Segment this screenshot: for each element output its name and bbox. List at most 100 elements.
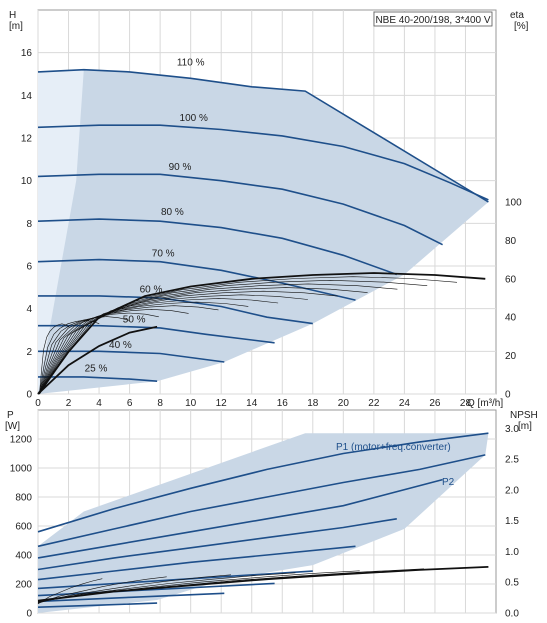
head-curve-label: 70 %: [152, 248, 175, 259]
x-tick-label: 24: [399, 398, 411, 409]
head-tick-label: 4: [26, 304, 32, 315]
efficiency-fan-curve: [39, 294, 308, 395]
operating-area: [38, 69, 489, 613]
power-operating-area: [38, 433, 489, 613]
x-tick-label: 16: [277, 398, 289, 409]
power-axis-unit: [W]: [5, 421, 20, 432]
efficiency-fan-curve: [39, 283, 398, 395]
x-tick-label: 8: [157, 398, 163, 409]
head-curve-label: 80 %: [161, 207, 184, 218]
power-curve-low: [37, 592, 225, 603]
head-tick-label: 14: [21, 91, 33, 102]
power-curve-low: [37, 570, 313, 590]
power-curve: [37, 432, 489, 533]
head-curve-label: 60 %: [140, 285, 163, 296]
head-tick-label: 8: [26, 219, 32, 230]
npsh-tick-label: 3.0: [505, 424, 519, 435]
head-curve: [37, 218, 398, 276]
npsh-fan-curve: [37, 574, 232, 604]
power-tick-label: 1200: [10, 435, 33, 446]
npsh-fan-curve: [37, 570, 360, 603]
head-curve: [37, 124, 489, 201]
npsh-tick-label: 1.5: [505, 516, 519, 527]
head-curve-label: 110 %: [177, 57, 205, 68]
left-axis-label: H: [9, 10, 16, 21]
x-tick-label: 22: [368, 398, 380, 409]
efficiency-fan-curve: [39, 290, 338, 395]
power-axis-label: P: [7, 410, 14, 421]
head-tick-label: 16: [21, 48, 33, 59]
eta-tick-label: 100: [505, 198, 522, 209]
power-curve-low: [37, 582, 275, 597]
right-axis-unit: [%]: [514, 21, 529, 32]
p1-label: P1 (motor+freq.converter): [336, 442, 451, 453]
power-curve: [37, 454, 486, 548]
efficiency-fan-curve: [39, 287, 368, 395]
x-tick-label: 10: [185, 398, 197, 409]
npsh-tick-label: 2.0: [505, 485, 519, 496]
left-axis-unit: [m]: [9, 21, 23, 32]
power-tick-label: 200: [15, 580, 32, 591]
head-tick-label: 10: [21, 176, 33, 187]
head-curve: [37, 258, 356, 301]
efficiency-fan-curve: [39, 305, 219, 395]
efficiency-fan-curve: [39, 301, 249, 395]
power-tick-label: 800: [15, 493, 32, 504]
x-tick-label: 20: [338, 398, 350, 409]
npsh-tick-label: 1.0: [505, 547, 519, 558]
head-curve-label: 90 %: [169, 162, 192, 173]
head-curve: [37, 173, 443, 246]
x-tick-label: 26: [429, 398, 441, 409]
eta-tick-label: 80: [505, 236, 517, 247]
head-curve-label: 25 %: [85, 364, 108, 375]
efficiency-curve: [37, 325, 158, 395]
eta-tick-label: 0: [505, 390, 511, 401]
head-curve-label: 100 %: [180, 113, 208, 124]
x-tick-label: 0: [35, 398, 41, 409]
x-tick-label: 28: [460, 398, 472, 409]
power-curve: [37, 518, 397, 571]
power-tick-label: 0: [26, 609, 32, 620]
efficiency-fan-curve: [39, 323, 70, 395]
power-curve-low: [37, 602, 158, 608]
chart-title: NBE 40-200/198, 3*400 V: [375, 15, 490, 26]
p2-label: P2: [442, 477, 455, 488]
curves: [37, 68, 489, 608]
labels: 0 2 4 6 8 10 12 14 16 18 20 22 24 26 28024681012141602…: [10, 48, 522, 619]
npsh-axis-label: NPSH: [510, 410, 538, 421]
x-tick-label: 2: [66, 398, 72, 409]
efficiency-fan-curve: [39, 279, 428, 395]
npsh-fan-curve: [37, 572, 296, 603]
x-tick-label: 6: [127, 398, 133, 409]
power-curve: [37, 545, 356, 581]
npsh-tick-label: 2.5: [505, 455, 519, 466]
head-curve: [38, 376, 158, 382]
efficiency-fan-curve: [39, 298, 279, 395]
npsh-tick-label: 0.0: [505, 609, 519, 620]
head-curve: [37, 68, 489, 203]
head-curve-label: 40 %: [109, 340, 132, 351]
head-light-area: [38, 69, 84, 394]
head-tick-label: 2: [26, 347, 32, 358]
x-tick-label: 18: [307, 398, 319, 409]
head-curve-label: 50 %: [123, 315, 146, 326]
x-tick-label: 12: [216, 398, 228, 409]
eta-tick-label: 20: [505, 351, 517, 362]
efficiency-fan-curve: [39, 319, 100, 395]
x-tick-label: 14: [246, 398, 258, 409]
npsh-fan-curve: [37, 576, 167, 604]
right-axis-label: eta: [510, 10, 524, 21]
x-axis-label: Q [m³/h]: [467, 398, 503, 409]
efficiency-fan-curve: [39, 316, 130, 395]
power-tick-label: 600: [15, 522, 32, 533]
title-box: [373, 11, 493, 27]
eta-tick-label: 40: [505, 313, 517, 324]
power-tick-label: 1000: [10, 464, 33, 475]
power-curve: [37, 478, 443, 559]
head-tick-label: 0: [26, 390, 32, 401]
x-tick-label: 4: [96, 398, 102, 409]
npsh-fan-curve: [37, 568, 425, 602]
head-operating-area: [38, 69, 489, 394]
head-tick-label: 12: [21, 134, 33, 145]
